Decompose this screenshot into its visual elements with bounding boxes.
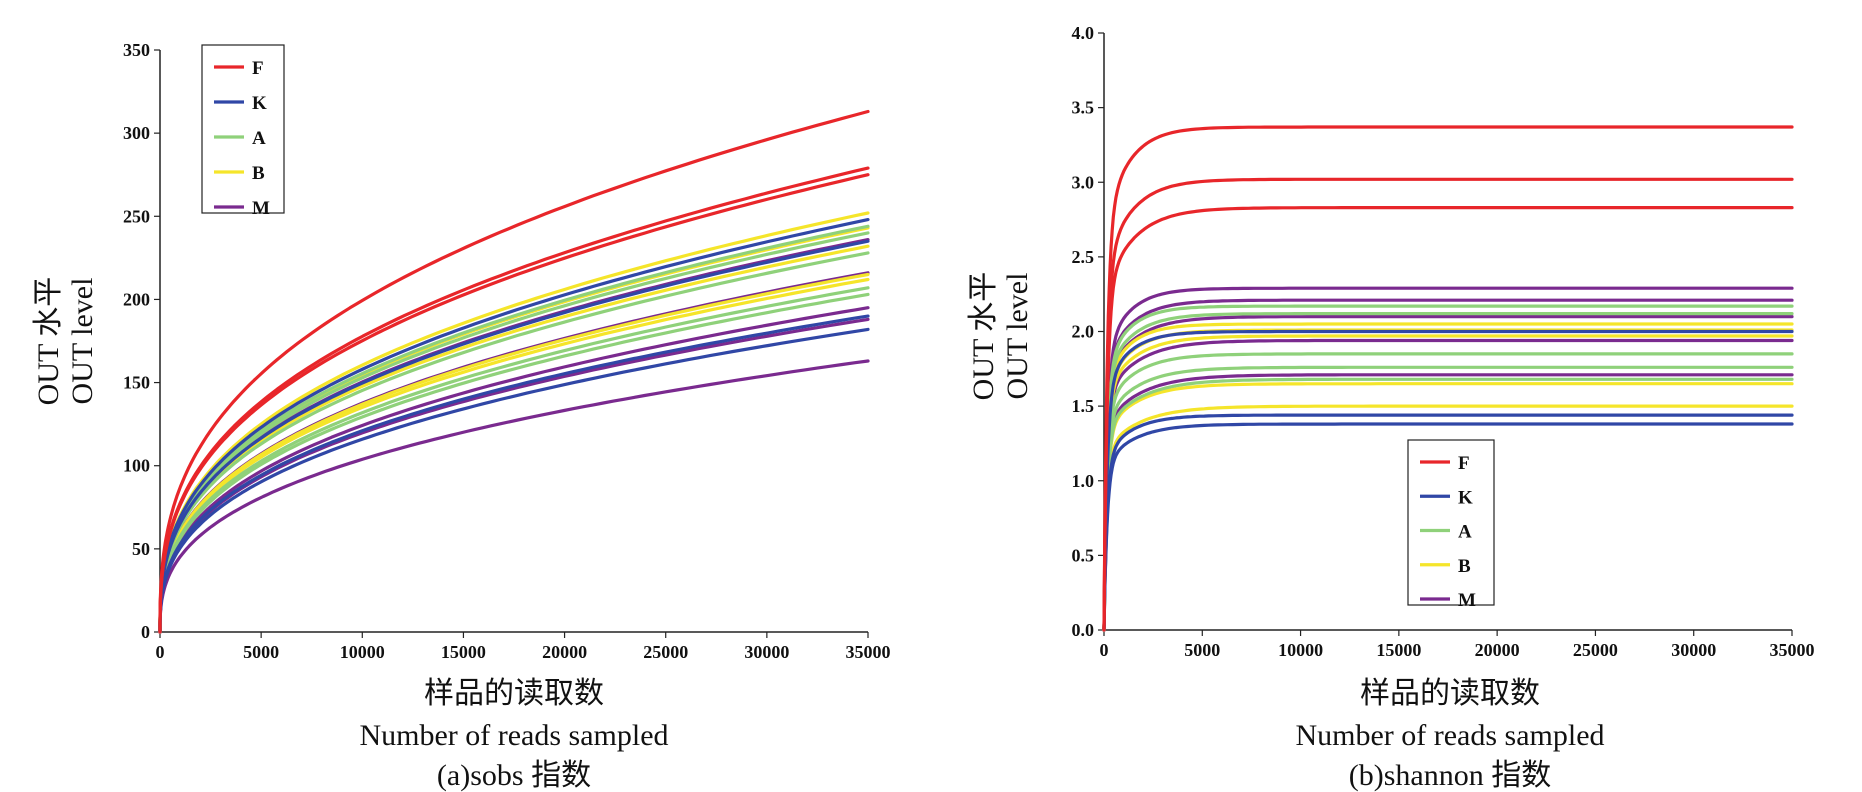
y-tick-label: 0.0 (1072, 620, 1095, 640)
y-tick-label: 150 (123, 373, 150, 393)
sobs-rarefaction-chart: 0 50 100 150 200 250 300 350 0 5000 10000 15000 200… (32, 34, 908, 792)
y-tick-label: 3.5 (1072, 98, 1095, 118)
x-tick-label: 35000 (846, 642, 891, 662)
y-tick-label: 1.5 (1072, 396, 1095, 416)
legend-label-A: A (252, 128, 266, 149)
y-tick-label: 100 (123, 456, 150, 476)
legend-label-K: K (252, 93, 267, 114)
series-line-A (1102, 352, 1794, 632)
series-line-K (1102, 422, 1794, 632)
y-tick-label: 0 (141, 622, 150, 642)
x-tick-label: 15000 (1376, 640, 1421, 660)
figure-caption: (a)sobs 指数 (437, 759, 591, 792)
x-axis-title-en: Number of reads sampled (359, 719, 668, 752)
x-tick-label: 25000 (643, 642, 688, 662)
y-tick-label: 4.0 (1072, 23, 1095, 43)
series-line-F (1102, 125, 1794, 632)
legend-label-B: B (252, 163, 265, 184)
x-tick-label: 30000 (1671, 640, 1716, 660)
series-line-F (1102, 177, 1794, 632)
x-tick-label: 0 (156, 642, 165, 662)
series-line-F (158, 109, 870, 634)
y-tick-label: 350 (123, 40, 150, 60)
x-tick-labels: 0 5000 10000 15000 20000 25000 30000 35000 (156, 632, 891, 662)
series-line-M (1102, 373, 1794, 632)
y-tick-label: 0.5 (1072, 545, 1095, 565)
y-tick-label: 250 (123, 206, 150, 226)
legend-label-M: M (252, 198, 270, 219)
series-line-B (1102, 404, 1794, 632)
x-tick-label: 20000 (1475, 640, 1520, 660)
series-line-K (158, 239, 870, 634)
x-axis-title-en: Number of reads sampled (1295, 719, 1604, 752)
series-line-M (1102, 286, 1794, 632)
x-tick-label: 10000 (1278, 640, 1323, 660)
y-tick-label: 50 (132, 539, 150, 559)
y-axis-title-cn: OUT 水平 (967, 272, 1000, 401)
x-tick-label: 10000 (340, 642, 385, 662)
y-tick-label: 200 (123, 289, 150, 309)
x-tick-label: 15000 (441, 642, 486, 662)
legend-label-M: M (1458, 590, 1476, 611)
x-axis-title-cn: 样品的读取数 (1360, 677, 1540, 710)
x-tick-label: 35000 (1770, 640, 1815, 660)
series-line-F (1102, 206, 1794, 632)
series-line-K (1102, 413, 1794, 632)
y-axis-title-en: OUT level (66, 278, 99, 405)
series-line-K (1102, 329, 1794, 632)
y-tick-labels: 0 50 100 150 200 250 300 350 (123, 40, 160, 642)
series-line-A (1102, 377, 1794, 632)
legend-label-F: F (1458, 453, 1470, 474)
series-line-B (1102, 322, 1794, 632)
x-tick-label: 5000 (1184, 640, 1220, 660)
series-line-K (158, 327, 870, 634)
y-tick-label: 1.0 (1072, 471, 1095, 491)
y-tick-labels: 0.0 0.5 1.0 1.5 2.0 2.5 3.0 3.5 4.0 (1072, 23, 1104, 640)
y-axis-title-cn: OUT 水平 (32, 277, 65, 406)
y-axis-title-en: OUT level (1001, 273, 1034, 400)
x-tick-labels: 0 5000 10000 15000 20000 25000 30000 35000 (1100, 630, 1815, 660)
legend-box (201, 44, 285, 214)
legend-label-A: A (1458, 522, 1472, 543)
series-lines (158, 109, 870, 634)
series-line-K (158, 218, 870, 634)
series-line-A (1102, 304, 1794, 632)
y-tick-label: 3.0 (1072, 172, 1095, 192)
series-line-A (1102, 312, 1794, 632)
x-tick-label: 25000 (1573, 640, 1618, 660)
legend-label-K: K (1458, 487, 1473, 508)
shannon-rarefaction-chart: 0.0 0.5 1.0 1.5 2.0 2.5 3.0 3.5 4.0 0 5000 10000 15… (967, 12, 1862, 792)
series-line-M (158, 359, 870, 634)
y-tick-label: 2.0 (1072, 322, 1095, 342)
x-tick-label: 5000 (243, 642, 279, 662)
x-tick-label: 20000 (542, 642, 587, 662)
series-line-F (158, 173, 870, 634)
x-axis-title-cn: 样品的读取数 (424, 677, 604, 710)
legend-label-B: B (1458, 556, 1471, 577)
series-line-A (158, 292, 870, 634)
legend-label-F: F (252, 58, 264, 79)
x-tick-label: 0 (1100, 640, 1109, 660)
series-line-B (1102, 334, 1794, 632)
x-tick-label: 30000 (744, 642, 789, 662)
legend-box (1407, 439, 1495, 606)
y-tick-label: 300 (123, 123, 150, 143)
series-line-M (1102, 338, 1794, 632)
figure-caption: (b)shannon 指数 (1349, 759, 1551, 792)
series-line-A (1102, 365, 1794, 632)
y-tick-label: 2.5 (1072, 247, 1095, 267)
series-lines (1102, 125, 1794, 632)
